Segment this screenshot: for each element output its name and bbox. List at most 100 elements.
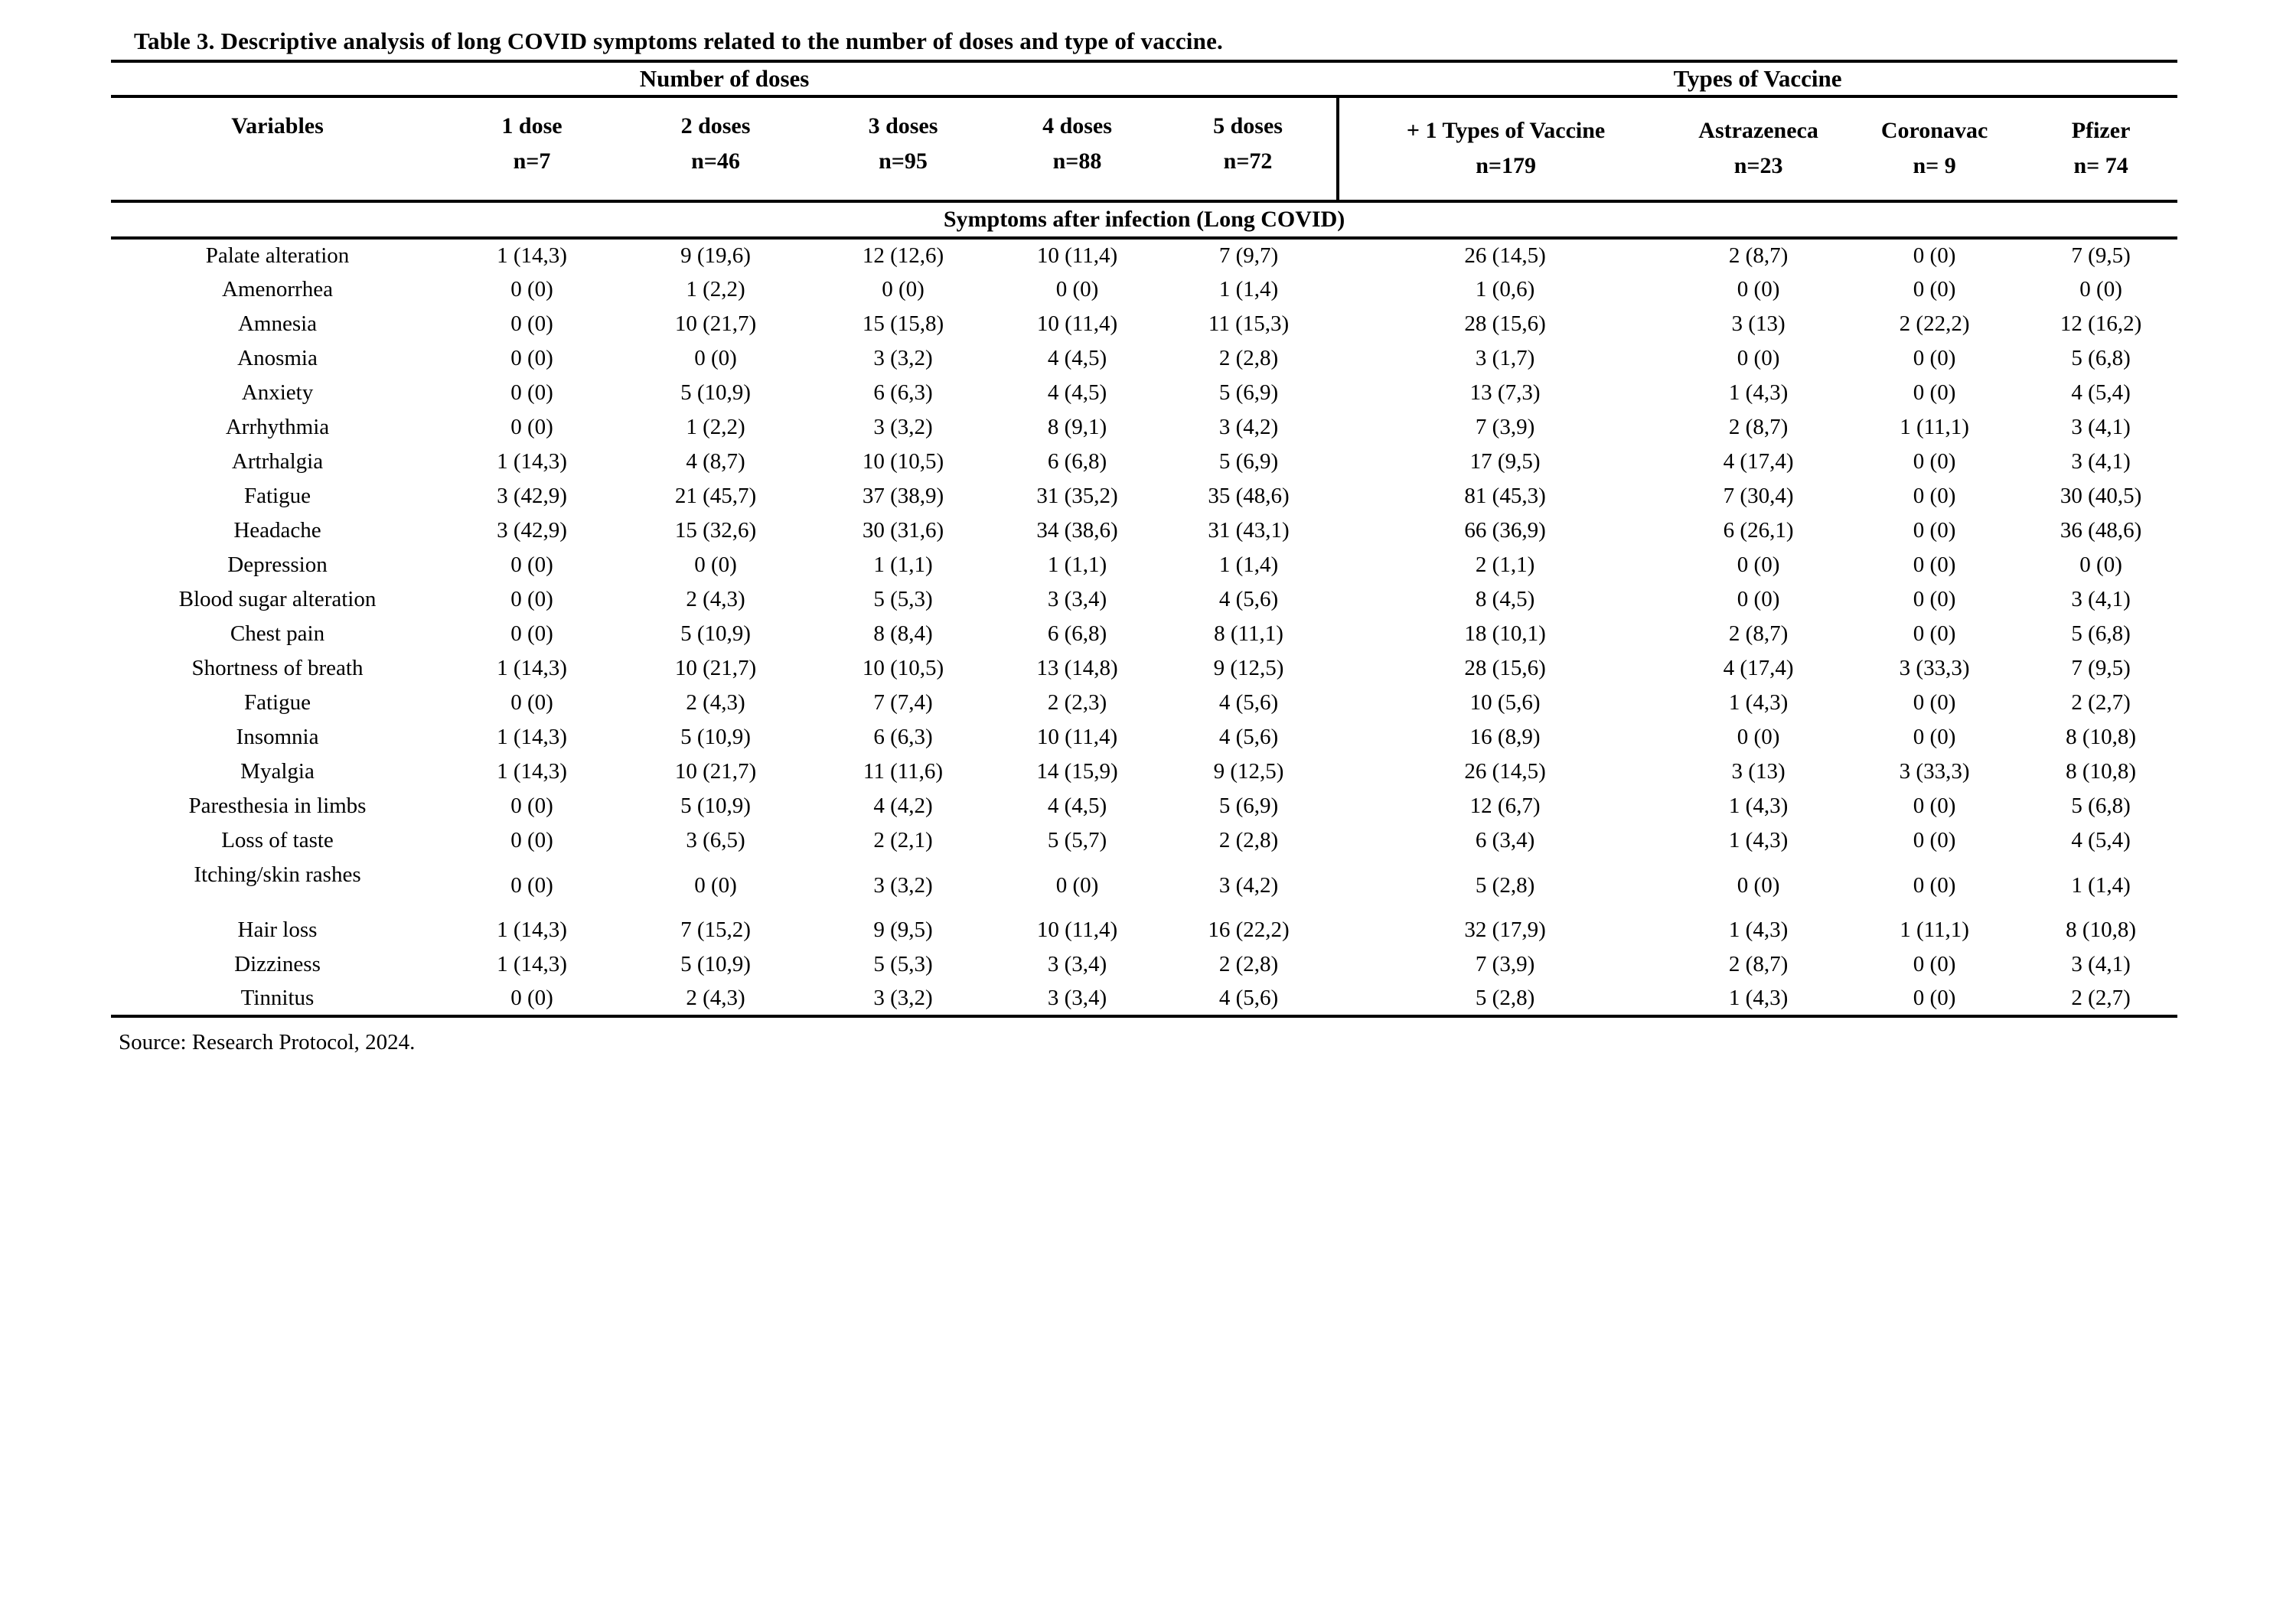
data-cell: 0 (0) — [1913, 872, 1956, 898]
data-cell: 35 (48,6) — [1208, 484, 1290, 508]
data-cell: 1 (4,3) — [1728, 690, 1789, 715]
data-cell: 3 (4,1) — [2071, 449, 2131, 474]
data-cell: 10 (10,5) — [862, 656, 944, 680]
data-cell: 1 (14,3) — [497, 449, 567, 474]
data-cell: 0 (0) — [1913, 794, 1956, 818]
data-cell: 26 (14,5) — [1464, 759, 1546, 784]
row-label: Insomnia — [236, 725, 319, 749]
table-row: Anosmia 0 (0) 0 (0) 3 (3,2) 4 (4,5) 2 (2,8) 3 … — [111, 341, 2177, 376]
data-cell: 1 (14,3) — [497, 759, 567, 784]
data-cell: 10 (5,6) — [1469, 690, 1541, 715]
data-cell: 5 (10,9) — [680, 725, 751, 749]
data-cell: 0 (0) — [1913, 725, 1956, 749]
group-header-number-of-doses: Number of doses — [111, 61, 1339, 98]
column-n-count: n=23 — [1733, 153, 1783, 178]
column-header-9: Pfizer n= 74 — [2024, 96, 2178, 203]
data-cell: 4 (8,7) — [686, 449, 745, 474]
data-cell: 4 (5,6) — [1218, 725, 1279, 749]
column-label: 4 doses — [1042, 113, 1112, 139]
column-n-count: n=95 — [879, 148, 928, 174]
data-cell: 6 (3,4) — [1475, 828, 1535, 852]
data-cell: 7 (3,9) — [1475, 952, 1535, 976]
data-cell: 3 (3,2) — [873, 346, 933, 370]
data-cell: 0 (0) — [1913, 243, 1956, 268]
data-cell: 0 (0) — [694, 346, 737, 370]
data-cell: 2 (1,1) — [1475, 553, 1535, 577]
table-row: Fatigue 0 (0) 2 (4,3) 7 (7,4) 2 (2,3) 4 (5,6)… — [111, 686, 2177, 720]
data-cell: 5 (5,3) — [873, 952, 933, 976]
data-cell: 3 (42,9) — [497, 484, 567, 508]
data-cell: 8 (9,1) — [1047, 415, 1107, 439]
row-label: Loss of taste — [221, 828, 334, 852]
data-cell: 32 (17,9) — [1464, 918, 1546, 942]
data-cell: 0 (0) — [694, 872, 737, 898]
data-cell: 7 (9,5) — [2071, 656, 2131, 680]
data-cell: 9 (12,5) — [1213, 656, 1284, 680]
table-row: Myalgia 1 (14,3) 10 (21,7) 11 (11,6) 14 (15,… — [111, 755, 2177, 789]
data-cell: 4 (17,4) — [1723, 656, 1794, 680]
data-cell: 3 (4,1) — [2071, 587, 2131, 611]
data-cell: 3 (3,2) — [873, 986, 933, 1010]
table-row: Paresthesia in limbs 0 (0) 5 (10,9) 4 (4,2)… — [111, 789, 2177, 823]
data-cell: 5 (10,9) — [680, 380, 751, 405]
column-header-1: 1 dose n=7 — [444, 96, 620, 203]
data-cell: 5 (6,9) — [1218, 794, 1279, 818]
table-row: Itching/skin rashes 0 (0) 0 (0) 3 (3,2) 0 (0… — [111, 858, 2177, 913]
data-cell: 1 (14,3) — [497, 656, 567, 680]
data-cell: 3 (3,4) — [1047, 986, 1107, 1010]
data-cell: 2 (2,8) — [1218, 952, 1279, 976]
data-cell: 1 (14,3) — [497, 918, 567, 942]
data-cell: 0 (0) — [1913, 587, 1956, 611]
row-label: Tinnitus — [240, 986, 315, 1010]
data-cell: 3 (4,2) — [1218, 872, 1279, 898]
data-cell: 4 (4,5) — [1047, 794, 1107, 818]
data-cell: 2 (2,7) — [2071, 986, 2131, 1010]
data-cell: 3 (1,7) — [1475, 346, 1535, 370]
data-cell: 1 (2,2) — [686, 277, 745, 302]
data-cell: 1 (4,3) — [1728, 380, 1789, 405]
data-cell: 0 (0) — [1737, 872, 1780, 898]
data-cell: 6 (6,3) — [873, 380, 933, 405]
data-cell: 8 (10,8) — [2066, 918, 2136, 942]
data-cell: 6 (26,1) — [1723, 518, 1794, 543]
data-cell: 0 (0) — [510, 277, 553, 302]
data-cell: 2 (2,8) — [1218, 828, 1279, 852]
data-cell: 0 (0) — [510, 828, 553, 852]
data-cell: 3 (3,4) — [1047, 952, 1107, 976]
data-cell: 17 (9,5) — [1469, 449, 1541, 474]
data-cell: 14 (15,9) — [1036, 759, 1118, 784]
data-cell: 0 (0) — [1737, 587, 1780, 611]
data-cell: 2 (2,8) — [1218, 346, 1279, 370]
data-cell: 4 (5,6) — [1218, 986, 1279, 1010]
column-label: 1 dose — [501, 113, 563, 139]
data-cell: 21 (45,7) — [674, 484, 757, 508]
row-label: Headache — [233, 518, 321, 543]
column-header-3: 3 doses n=95 — [811, 96, 995, 203]
data-cell: 3 (6,5) — [686, 828, 745, 852]
data-cell: 0 (0) — [1913, 553, 1956, 577]
data-cell: 0 (0) — [510, 690, 553, 715]
data-cell: 8 (8,4) — [873, 621, 933, 646]
data-cell: 7 (3,9) — [1475, 415, 1535, 439]
data-cell: 0 (0) — [510, 621, 553, 646]
data-cell: 2 (4,3) — [686, 690, 745, 715]
data-cell: 0 (0) — [1737, 553, 1780, 577]
table-row: Fatigue 3 (42,9) 21 (45,7) 37 (38,9) 31 (35,… — [111, 479, 2177, 513]
table-row: Arrhythmia 0 (0) 1 (2,2) 3 (3,2) 8 (9,1) 3 (4… — [111, 410, 2177, 445]
data-cell: 28 (15,6) — [1464, 656, 1546, 680]
row-label: Fatigue — [244, 484, 311, 508]
column-n-count: n= 74 — [2073, 153, 2128, 178]
column-header-6: + 1 Types of Vaccine n=179 — [1336, 96, 1673, 203]
column-header-8: Coronavac n= 9 — [1844, 96, 2025, 203]
table-row: Dizziness 1 (14,3) 5 (10,9) 5 (5,3) 3 (3,4) 2… — [111, 947, 2177, 982]
column-header-7: Astrazeneca n=23 — [1672, 96, 1845, 203]
data-cell: 0 (0) — [882, 277, 925, 302]
data-cell: 0 (0) — [1913, 952, 1956, 976]
data-cell: 4 (4,2) — [873, 794, 933, 818]
row-label: Palate alteration — [205, 243, 350, 268]
table-row: Artrhalgia 1 (14,3) 4 (8,7) 10 (10,5) 6 (6,8… — [111, 445, 2177, 479]
data-cell: 1 (4,3) — [1728, 986, 1789, 1010]
data-cell: 1 (11,1) — [1900, 415, 1969, 439]
data-cell: 0 (0) — [510, 587, 553, 611]
